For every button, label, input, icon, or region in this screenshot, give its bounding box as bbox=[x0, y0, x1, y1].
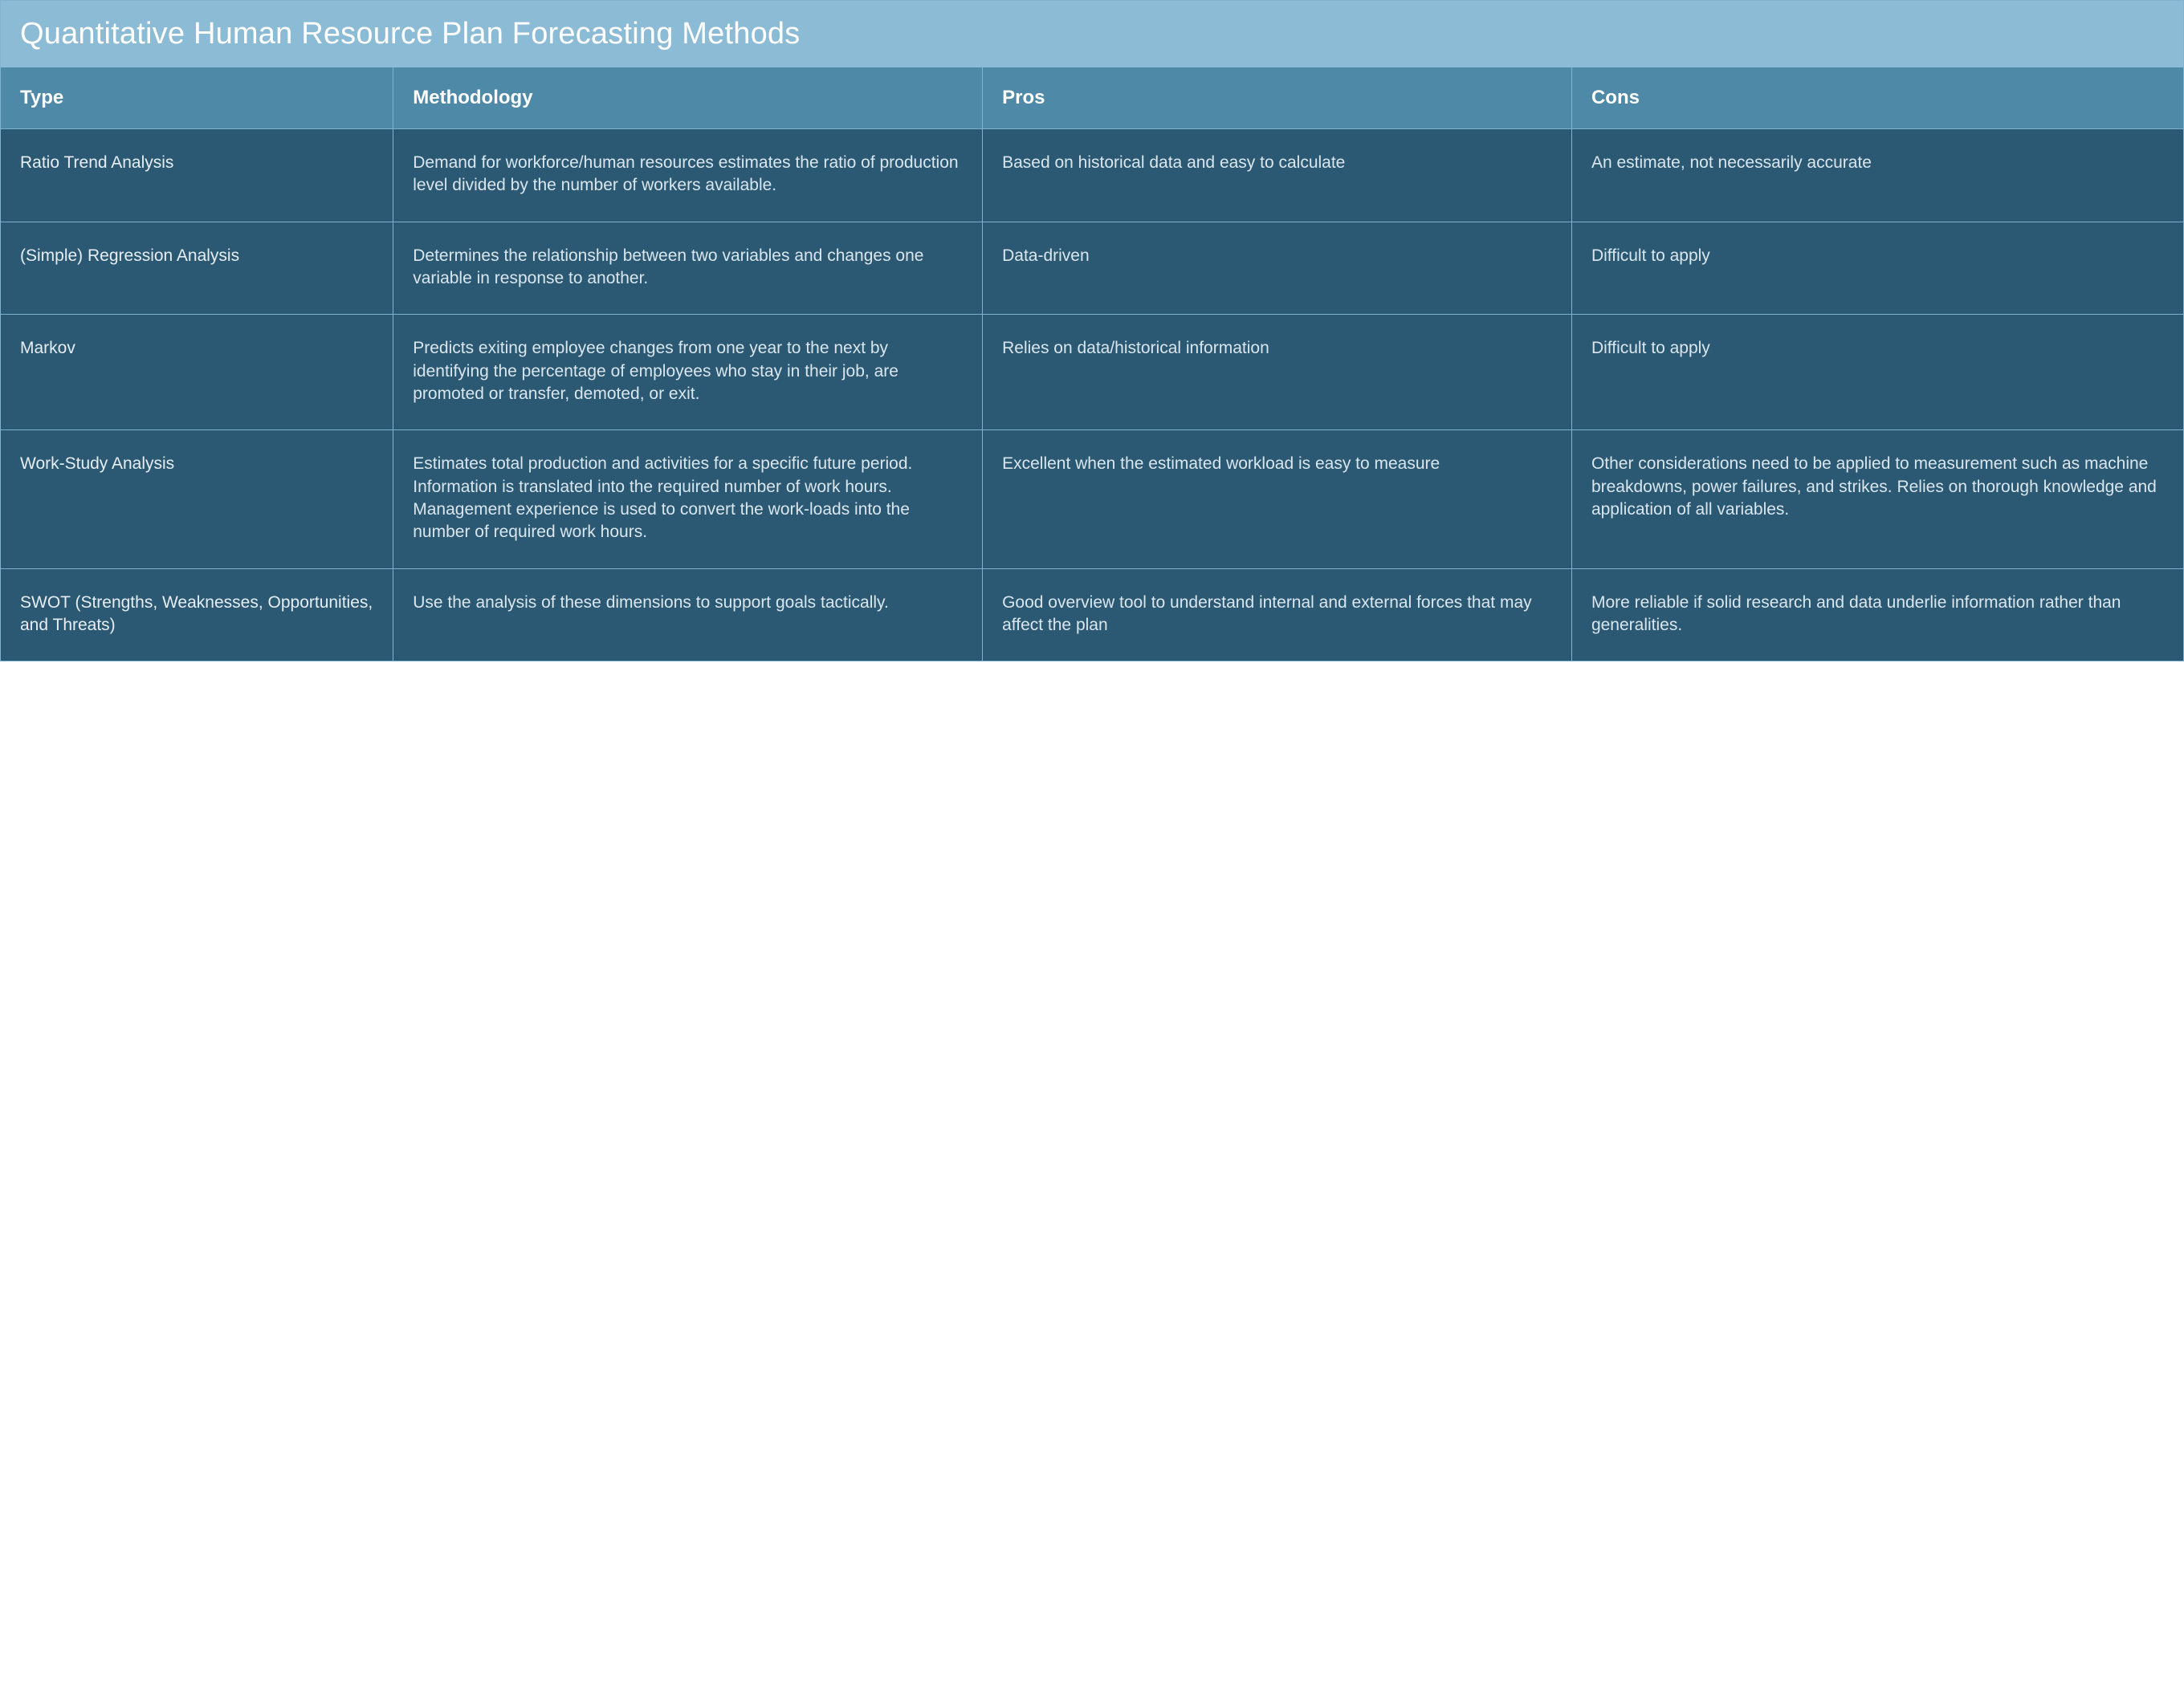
forecasting-methods-table: Quantitative Human Resource Plan Forecas… bbox=[0, 0, 2184, 661]
cell-pros: Good overview tool to understand interna… bbox=[983, 569, 1572, 661]
table-row: SWOT (Strengths, Weaknesses, Opportuniti… bbox=[1, 568, 2183, 661]
cell-methodology: Estimates total production and activitie… bbox=[393, 430, 983, 568]
column-header-type: Type bbox=[1, 67, 393, 128]
cell-type: SWOT (Strengths, Weaknesses, Opportuniti… bbox=[1, 569, 393, 661]
cell-methodology: Determines the relationship between two … bbox=[393, 222, 983, 315]
table-title: Quantitative Human Resource Plan Forecas… bbox=[1, 1, 2183, 67]
cell-methodology: Use the analysis of these dimensions to … bbox=[393, 569, 983, 661]
cell-pros: Data-driven bbox=[983, 222, 1572, 315]
cell-cons: Other considerations need to be applied … bbox=[1572, 430, 2183, 568]
table-header-row: Type Methodology Pros Cons bbox=[1, 67, 2183, 128]
column-header-methodology: Methodology bbox=[393, 67, 983, 128]
table-body: Ratio Trend Analysis Demand for workforc… bbox=[1, 128, 2183, 661]
cell-pros: Based on historical data and easy to cal… bbox=[983, 129, 1572, 222]
table-row: Work-Study Analysis Estimates total prod… bbox=[1, 429, 2183, 568]
cell-methodology: Demand for workforce/human resources est… bbox=[393, 129, 983, 222]
cell-cons: More reliable if solid research and data… bbox=[1572, 569, 2183, 661]
cell-cons: Difficult to apply bbox=[1572, 222, 2183, 315]
cell-type: (Simple) Regression Analysis bbox=[1, 222, 393, 315]
cell-pros: Relies on data/historical information bbox=[983, 315, 1572, 429]
cell-type: Ratio Trend Analysis bbox=[1, 129, 393, 222]
column-header-pros: Pros bbox=[983, 67, 1572, 128]
cell-cons: Difficult to apply bbox=[1572, 315, 2183, 429]
table-row: (Simple) Regression Analysis Determines … bbox=[1, 222, 2183, 315]
cell-type: Markov bbox=[1, 315, 393, 429]
table-row: Markov Predicts exiting employee changes… bbox=[1, 314, 2183, 429]
cell-pros: Excellent when the estimated workload is… bbox=[983, 430, 1572, 568]
cell-type: Work-Study Analysis bbox=[1, 430, 393, 568]
cell-cons: An estimate, not necessarily accurate bbox=[1572, 129, 2183, 222]
table-row: Ratio Trend Analysis Demand for workforc… bbox=[1, 128, 2183, 222]
cell-methodology: Predicts exiting employee changes from o… bbox=[393, 315, 983, 429]
column-header-cons: Cons bbox=[1572, 67, 2183, 128]
